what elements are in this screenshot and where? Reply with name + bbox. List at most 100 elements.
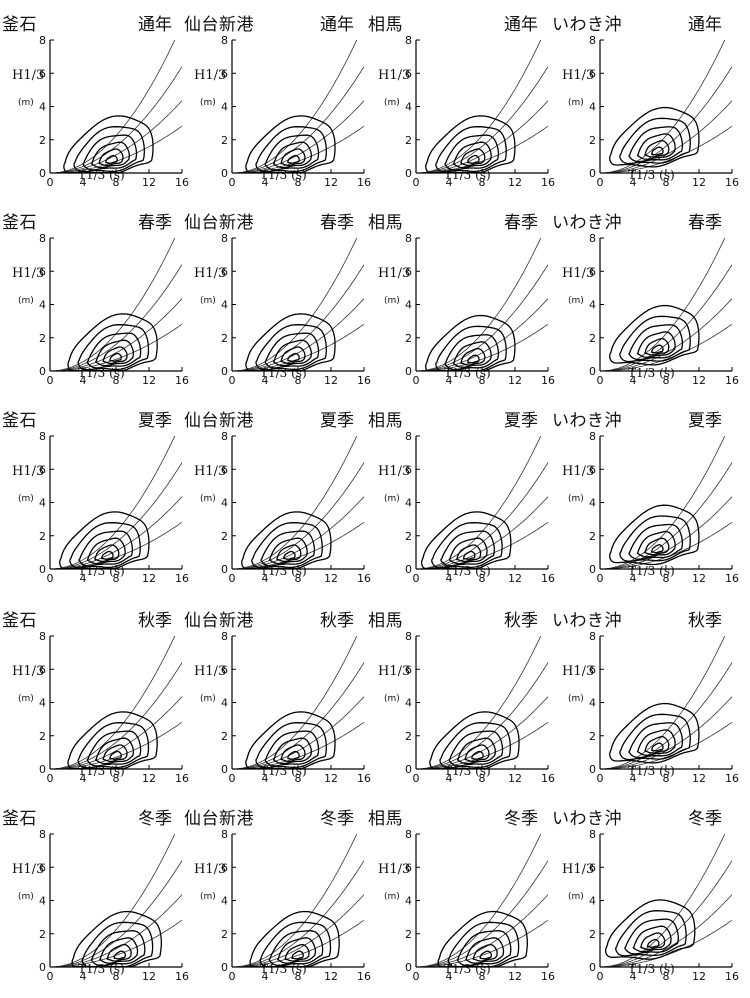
contour-line — [615, 910, 687, 957]
y-axis-unit: (m) — [384, 494, 400, 504]
contour-line — [245, 115, 336, 173]
steepness-curve — [416, 919, 548, 967]
x-tick-label: 12 — [692, 572, 706, 585]
steepness-curve — [50, 521, 182, 569]
contour-lines — [245, 313, 336, 371]
y-tick-label: 6 — [39, 67, 46, 80]
contour-line — [439, 722, 511, 769]
contour-line — [636, 133, 676, 160]
y-tick-label: 8 — [589, 430, 596, 443]
x-tick-label: 12 — [142, 970, 156, 983]
x-tick-label: 0 — [47, 176, 54, 189]
contour-line — [98, 148, 124, 167]
contour-lines — [245, 711, 336, 769]
y-tick-label: 6 — [39, 463, 46, 476]
y-tick-label: 4 — [221, 497, 228, 510]
contour-line — [628, 523, 684, 560]
contour-plot: 0 2 4 6 8 0 4 8 12 16 — [221, 430, 371, 585]
contour-line — [609, 504, 700, 566]
x-tick-label: 4 — [262, 772, 269, 785]
steepness-curve — [416, 125, 548, 173]
x-tick-label: 8 — [479, 176, 486, 189]
steepness-curves — [600, 834, 732, 967]
contour-line — [94, 339, 135, 367]
y-tick-label: 6 — [39, 861, 46, 874]
y-tick-label: 6 — [221, 265, 228, 278]
x-tick-label: 16 — [541, 374, 555, 387]
station-title: 相馬 — [368, 809, 403, 829]
x-tick-label: 4 — [630, 176, 637, 189]
x-tick-label: 16 — [541, 176, 555, 189]
x-tick-label: 8 — [113, 374, 120, 387]
steepness-curve — [232, 696, 364, 769]
contour-plot: 0 2 4 6 8 0 4 8 12 16 — [221, 34, 371, 189]
contour-lines — [609, 702, 700, 764]
contour-plot: 0 2 4 6 8 0 4 8 12 16 — [221, 630, 371, 785]
contour-line — [63, 115, 154, 173]
steepness-curve — [600, 496, 732, 569]
y-tick-label: 6 — [39, 663, 46, 676]
x-axis-label: T1/3 (s) — [78, 962, 125, 976]
contour-line — [444, 134, 500, 171]
contour-line — [640, 932, 666, 951]
x-axis-label: T1/3 (s) — [628, 764, 675, 778]
x-tick-label: 8 — [113, 176, 120, 189]
y-axis-label: H1/3 — [12, 68, 45, 83]
x-tick-label: 8 — [663, 572, 670, 585]
y-tick-label: 0 — [589, 961, 596, 974]
y-tick-label: 6 — [405, 861, 412, 874]
steepness-curve — [232, 496, 364, 569]
contour-panel: 仙台新港 通年 H1/3 (m) T1/3 (s) 0 2 4 6 8 0 4 8 12 16 — [182, 8, 371, 198]
x-tick-label: 0 — [413, 572, 420, 585]
x-tick-label: 8 — [663, 772, 670, 785]
y-tick-label: 4 — [589, 299, 596, 312]
y-tick-label: 2 — [221, 530, 228, 543]
steepness-curve — [416, 436, 542, 569]
steepness-curves — [416, 834, 548, 967]
steepness-curve — [600, 894, 732, 967]
steepness-curve — [232, 100, 364, 173]
season-title: 冬季 — [138, 809, 172, 829]
x-tick-label: 4 — [80, 374, 87, 387]
contour-line — [268, 537, 308, 565]
steepness-curve — [600, 834, 726, 967]
x-tick-label: 16 — [541, 772, 555, 785]
x-tick-label: 4 — [262, 572, 269, 585]
steepness-curve — [416, 264, 548, 371]
station-title: 相馬 — [368, 611, 403, 631]
y-axis-unit: (m) — [568, 98, 584, 108]
contour-lines — [59, 511, 150, 569]
x-tick-label: 12 — [324, 176, 338, 189]
steepness-curve — [600, 860, 732, 967]
contour-line — [86, 332, 142, 369]
steepness-curve — [232, 462, 364, 569]
y-axis-unit: (m) — [384, 694, 400, 704]
station-title: 相馬 — [368, 213, 403, 233]
contour-lines — [425, 115, 516, 173]
contour-line — [646, 938, 660, 948]
contour-line — [255, 324, 327, 371]
y-tick-label: 2 — [405, 530, 412, 543]
steepness-curves — [50, 834, 182, 967]
contour-line — [259, 921, 332, 967]
x-tick-label: 0 — [47, 970, 54, 983]
x-tick-label: 0 — [229, 374, 236, 387]
contour-line — [77, 722, 150, 769]
contour-line — [651, 344, 664, 354]
contour-line — [59, 511, 150, 569]
station-title: 釜石 — [2, 213, 37, 233]
y-tick-label: 8 — [39, 34, 46, 47]
steepness-curve — [50, 66, 182, 173]
x-tick-label: 12 — [508, 374, 522, 387]
contour-line — [456, 930, 512, 967]
x-tick-label: 8 — [479, 772, 486, 785]
y-tick-label: 2 — [589, 332, 596, 345]
y-axis-label: H1/3 — [562, 68, 595, 83]
y-axis-unit: (m) — [18, 494, 34, 504]
x-tick-label: 12 — [692, 970, 706, 983]
steepness-curve — [416, 894, 548, 967]
contour-plot: 0 2 4 6 8 0 4 8 12 16 — [589, 630, 739, 785]
x-tick-label: 16 — [725, 176, 739, 189]
y-tick-label: 6 — [221, 67, 228, 80]
contour-line — [109, 750, 122, 760]
